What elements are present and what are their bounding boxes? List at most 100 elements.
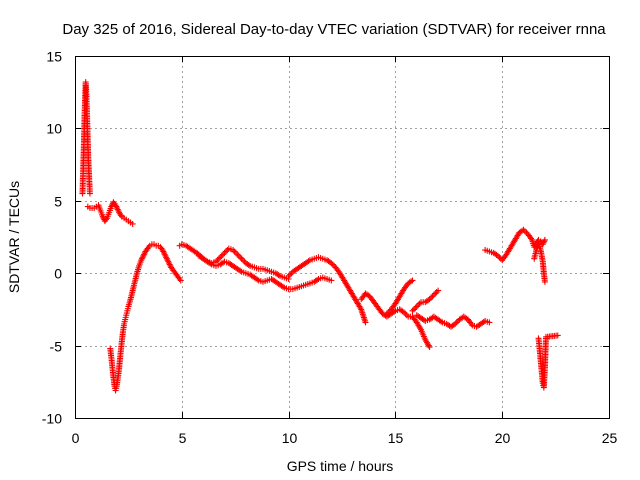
x-tick-label: 25 (602, 430, 618, 446)
data-point (541, 278, 548, 285)
data-point (430, 291, 437, 298)
data-point (237, 267, 244, 274)
data-series (285, 254, 369, 326)
data-point (412, 304, 419, 311)
data-point (214, 257, 221, 264)
data-point (328, 260, 335, 267)
data-point (328, 277, 335, 284)
data-point (426, 296, 433, 303)
x-tick-label: 5 (179, 430, 187, 446)
data-point (224, 247, 231, 254)
data-point (240, 257, 247, 264)
data-point (279, 283, 286, 290)
data-point (520, 226, 527, 233)
data-marks (79, 79, 561, 394)
data-point (409, 307, 416, 314)
data-series (383, 277, 416, 317)
y-tick-label: 5 (54, 194, 62, 210)
data-series (84, 199, 136, 227)
data-point (329, 261, 336, 268)
data-series (409, 287, 442, 314)
data-point (159, 247, 166, 254)
data-point (410, 306, 417, 313)
data-point (357, 304, 364, 311)
data-point (139, 254, 146, 261)
data-point (435, 287, 442, 294)
data-point (417, 325, 424, 332)
data-point (161, 249, 167, 256)
data-point (432, 290, 439, 297)
data-point (287, 271, 294, 278)
data-point (494, 252, 501, 259)
data-series (79, 79, 93, 197)
data-point (165, 258, 172, 265)
data-point (230, 247, 237, 254)
data-point (285, 273, 292, 280)
tick-labels: 0 5 10 15 20 25 -10 -5 0 5 10 15 (42, 49, 618, 447)
x-axis-label: GPS time / hours (287, 458, 394, 474)
x-tick-label: 15 (388, 430, 404, 446)
data-point (541, 238, 548, 245)
data-point (426, 344, 433, 351)
data-point (362, 319, 369, 326)
data-point (415, 302, 422, 309)
data-point (305, 258, 312, 265)
data-point (403, 312, 410, 319)
data-point (383, 310, 390, 317)
data-point (275, 272, 282, 279)
data-point (138, 255, 145, 262)
y-tick-label: -10 (42, 411, 62, 427)
x-tick-label: 0 (72, 430, 80, 446)
data-point (163, 255, 170, 262)
data-point (521, 228, 528, 235)
y-tick-label: -5 (50, 339, 63, 355)
data-point (217, 254, 224, 261)
y-axis-label: SDTVAR / TECUs (6, 181, 22, 293)
data-point (554, 332, 561, 339)
data-point (140, 252, 147, 259)
data-point (528, 235, 535, 242)
data-point (218, 252, 225, 259)
data-point (237, 254, 244, 261)
plot-frame (75, 56, 610, 419)
data-series (195, 252, 335, 293)
data-point (234, 251, 241, 258)
data-point (102, 216, 109, 223)
data-point (215, 255, 222, 262)
data-series (107, 241, 184, 394)
data-point (235, 252, 242, 259)
data-point (254, 276, 261, 283)
data-point (177, 277, 184, 284)
data-point (176, 275, 183, 282)
data-point (164, 257, 171, 264)
data-point (161, 251, 168, 258)
data-point (86, 190, 93, 197)
data-point (416, 300, 423, 307)
data-series (176, 241, 292, 282)
data-point (452, 320, 459, 327)
data-point (541, 236, 548, 243)
data-point (165, 260, 172, 267)
data-point (314, 276, 321, 283)
y-tick-label: 15 (46, 49, 62, 65)
data-point (113, 203, 120, 210)
data-point (112, 202, 119, 209)
data-point (232, 249, 239, 256)
data-series (413, 312, 493, 330)
data-series (358, 290, 433, 351)
data-point (245, 261, 252, 268)
data-point (428, 294, 434, 301)
data-point (117, 212, 124, 219)
y-tick-label: 0 (54, 266, 62, 282)
data-point (408, 278, 415, 285)
data-point (409, 277, 416, 284)
data-point (114, 205, 121, 212)
data-point (129, 220, 136, 227)
data-point (433, 289, 440, 296)
data-point (163, 254, 170, 261)
data-point (162, 252, 169, 259)
data-series (535, 332, 561, 391)
data-point (166, 261, 173, 268)
data-point (231, 248, 238, 255)
